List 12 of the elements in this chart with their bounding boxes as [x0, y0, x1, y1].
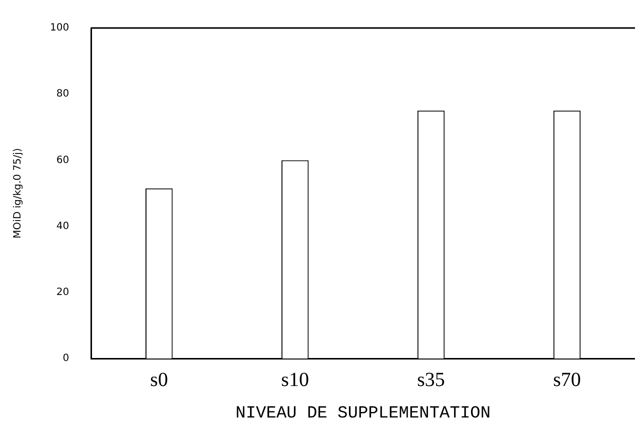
x-tick-label: s35 — [417, 368, 445, 391]
x-tick-label: s70 — [553, 368, 581, 391]
y-tick-label: 80 — [56, 88, 70, 100]
y-tick-label: 20 — [56, 287, 70, 298]
y-axis-title: MOiD ig/kg.0 75/j) — [12, 148, 24, 238]
y-tick-label: 60 — [56, 154, 70, 166]
x-tick-label: s0 — [150, 368, 168, 391]
y-tick-label: 100 — [50, 22, 70, 34]
x-axis-title: NIVEAU DE SUPPLEMENTATION — [236, 404, 491, 424]
y-tick-label: 0 — [62, 353, 70, 364]
y-tick-label: 40 — [56, 220, 70, 232]
x-tick-label: s10 — [281, 368, 309, 391]
